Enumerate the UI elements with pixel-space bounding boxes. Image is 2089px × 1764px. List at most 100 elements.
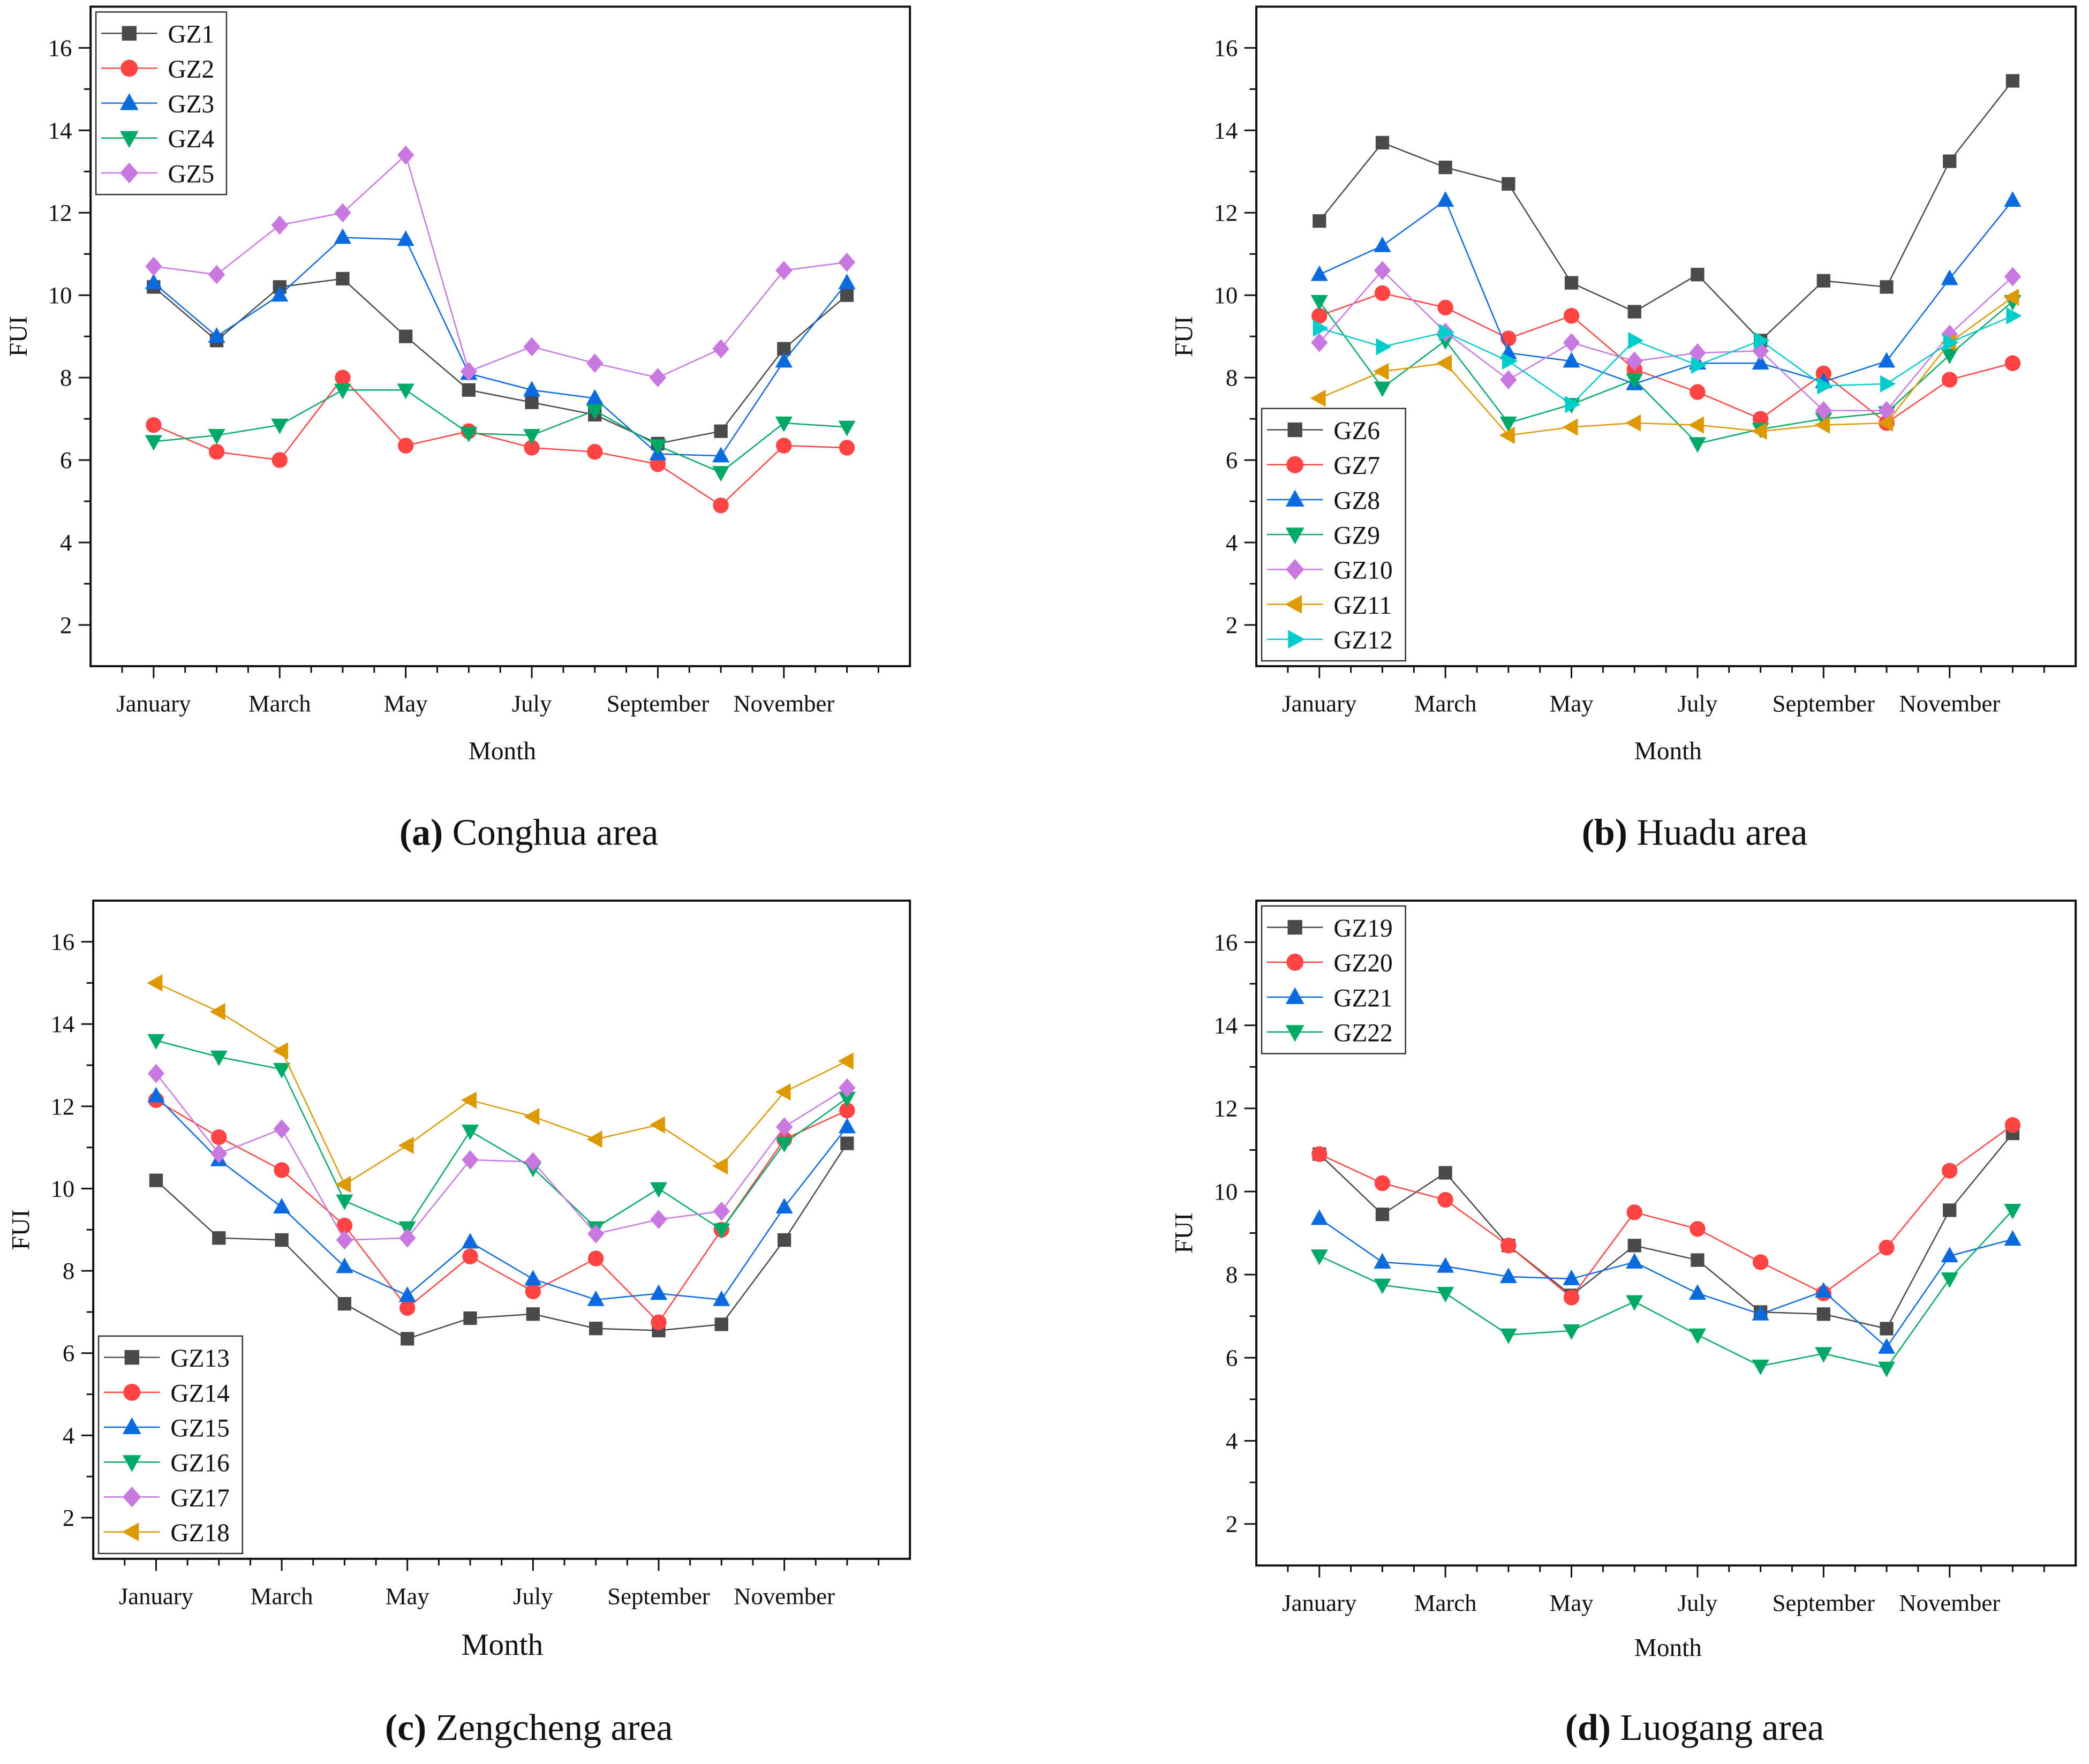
data-point <box>650 1284 668 1300</box>
data-point <box>1375 1208 1390 1222</box>
y-tick-label: 14 <box>1213 117 1238 144</box>
data-point <box>838 1052 854 1070</box>
legend: GZ6 GZ7 GZ8 GZ9 GZ10 GZ11 GZ12 <box>1261 408 1406 662</box>
data-point <box>399 1228 416 1248</box>
series-GZ13 <box>149 1136 854 1346</box>
caption-letter: (c) <box>385 1707 426 1748</box>
series-line <box>153 278 848 444</box>
data-point <box>1374 261 1391 280</box>
y-tick-label: 14 <box>48 117 72 144</box>
data-point <box>714 1317 728 1331</box>
data-point <box>839 1078 856 1098</box>
data-point <box>649 439 667 455</box>
data-point <box>1376 338 1392 356</box>
data-point <box>147 974 163 992</box>
data-point <box>838 1118 856 1134</box>
data-point <box>1437 1192 1453 1208</box>
data-point <box>1313 319 1329 337</box>
y-tick-label: 14 <box>51 1011 75 1037</box>
legend-label: GZ4 <box>168 125 214 153</box>
data-point <box>461 1091 477 1109</box>
data-point <box>2006 307 2022 325</box>
data-point <box>649 368 667 388</box>
legend-label: GZ21 <box>1333 984 1392 1012</box>
data-point <box>1817 377 1833 395</box>
x-tick-label: January <box>119 1582 194 1609</box>
data-point <box>2004 1230 2022 1246</box>
legend-marker-up-icon <box>1285 987 1304 1004</box>
y-tick-label: 4 <box>1226 529 1238 556</box>
data-point <box>1752 1305 1769 1321</box>
y-tick-label: 10 <box>1213 282 1238 308</box>
panel-caption: (c) Zengcheng area <box>385 1707 673 1748</box>
data-point <box>2004 1117 2021 1133</box>
y-tick-label: 16 <box>48 34 72 61</box>
legend-label: GZ22 <box>1333 1020 1392 1047</box>
series-GZ20 <box>1311 1117 2021 1306</box>
y-tick-label: 8 <box>60 364 72 391</box>
data-point <box>525 395 539 409</box>
data-point <box>1816 274 1830 288</box>
y-tick-label: 6 <box>63 1340 74 1367</box>
series-GZ22 <box>1310 1203 2022 1377</box>
legend-item: GZ9 <box>1266 522 1380 550</box>
legend: GZ19 GZ20 GZ21 GZ22 <box>1261 905 1406 1054</box>
legend-marker-up-icon <box>122 1417 141 1434</box>
data-point <box>1437 191 1454 207</box>
data-point <box>524 1270 542 1286</box>
series-line <box>1318 269 2013 411</box>
data-point <box>462 1248 478 1264</box>
data-point <box>1565 396 1581 413</box>
data-point <box>523 381 541 397</box>
series-line <box>1319 297 2013 436</box>
legend-label: GZ8 <box>1333 487 1380 515</box>
data-point <box>1626 1253 1643 1269</box>
data-point <box>775 1197 793 1214</box>
panel-caption: (d) Luogang area <box>1565 1707 1824 1748</box>
data-point <box>1877 1338 1896 1354</box>
legend-label: GZ1 <box>168 21 214 49</box>
legend-marker-right-icon <box>1288 630 1305 649</box>
x-tick-label: March <box>251 1582 313 1609</box>
legend-label: GZ17 <box>170 1484 229 1512</box>
data-point <box>1943 334 1959 351</box>
data-point <box>1690 384 1706 400</box>
legend-item: GZ19 <box>1266 915 1393 943</box>
data-point <box>1941 348 1958 364</box>
data-point <box>1626 351 1643 371</box>
y-axis-label: FUI <box>5 316 33 357</box>
legend-marker-square-icon <box>1287 422 1302 438</box>
legend-marker-square-icon <box>1287 919 1302 935</box>
data-point <box>1628 331 1644 349</box>
data-point <box>1563 1290 1580 1306</box>
data-point <box>1374 1278 1391 1294</box>
data-point <box>838 274 856 290</box>
y-tick-label: 4 <box>63 1422 74 1449</box>
data-point <box>1310 1209 1328 1225</box>
x-tick-label: May <box>1550 690 1594 717</box>
legend-item: GZ2 <box>101 56 214 84</box>
data-point <box>1310 265 1328 281</box>
series-GZ4 <box>145 383 856 482</box>
data-point <box>1751 423 1767 440</box>
series-GZ6 <box>1313 74 2020 348</box>
y-tick-label: 2 <box>60 612 72 638</box>
legend-marker-circle-icon <box>123 1383 141 1401</box>
data-point <box>1688 1284 1706 1300</box>
data-point <box>838 420 856 436</box>
data-point <box>271 215 288 235</box>
y-tick-label: 14 <box>1213 1012 1238 1039</box>
data-point <box>336 1230 353 1250</box>
series-line <box>153 154 847 379</box>
data-point <box>775 1117 793 1137</box>
data-point <box>587 1224 605 1243</box>
series-GZ17 <box>147 1064 856 1250</box>
data-point <box>1562 418 1578 436</box>
data-point <box>1815 1347 1832 1363</box>
legend-label: GZ7 <box>1333 452 1380 480</box>
data-point <box>526 1307 540 1321</box>
data-point <box>1877 1361 1896 1377</box>
series-line <box>153 389 847 473</box>
legend-label: GZ18 <box>170 1519 229 1547</box>
data-point <box>589 1322 603 1336</box>
